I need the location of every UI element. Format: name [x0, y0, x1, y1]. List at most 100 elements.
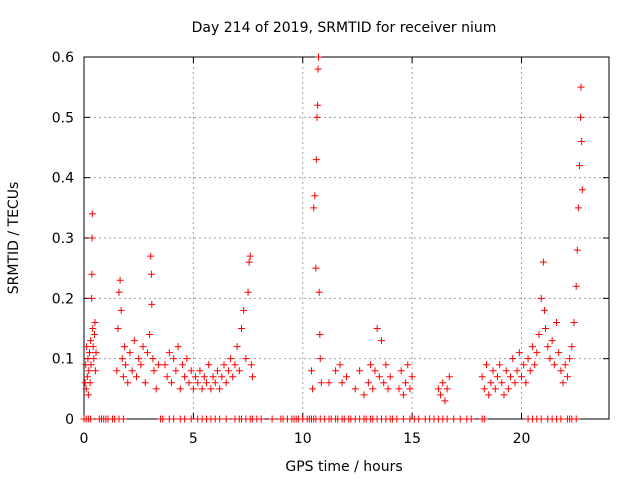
data-point — [115, 288, 123, 296]
data-point — [119, 415, 127, 423]
data-point — [550, 361, 558, 369]
data-point — [83, 373, 91, 381]
data-point — [507, 373, 515, 381]
data-point — [537, 294, 545, 302]
data-point — [575, 162, 583, 170]
y-tick-label: 0.6 — [52, 50, 74, 66]
data-point — [231, 361, 239, 369]
data-point — [574, 204, 582, 212]
data-point — [227, 355, 235, 363]
data-point — [570, 318, 578, 326]
data-point — [537, 415, 545, 423]
data-point — [317, 379, 325, 387]
data-point — [493, 373, 501, 381]
data-point — [316, 355, 324, 363]
data-point — [87, 415, 95, 423]
data-point — [360, 391, 368, 399]
data-point — [513, 367, 521, 375]
data-point — [222, 415, 230, 423]
data-point — [92, 349, 100, 357]
y-tick-label: 0.2 — [52, 291, 74, 307]
data-point — [242, 355, 250, 363]
data-point — [393, 415, 401, 423]
data-point — [316, 331, 324, 339]
data-point — [336, 361, 344, 369]
data-point — [87, 361, 95, 369]
data-point — [268, 415, 276, 423]
data-points — [80, 53, 586, 423]
data-point — [152, 385, 160, 393]
data-point — [200, 373, 208, 381]
data-point — [137, 361, 145, 369]
data-point — [310, 204, 318, 212]
data-point — [174, 343, 182, 351]
x-axis-label: GPS time / hours — [285, 459, 402, 475]
data-point — [332, 367, 340, 375]
data-point — [573, 246, 581, 254]
data-point — [247, 361, 255, 369]
data-point — [351, 385, 359, 393]
data-point — [566, 355, 574, 363]
data-point — [124, 379, 132, 387]
data-point — [88, 210, 96, 218]
data-point — [520, 361, 528, 369]
data-point — [489, 367, 497, 375]
data-point — [248, 373, 256, 381]
data-point — [183, 355, 191, 363]
data-point — [559, 379, 567, 387]
data-point — [207, 385, 215, 393]
data-point — [511, 379, 519, 387]
data-point — [135, 355, 143, 363]
data-point — [218, 373, 226, 381]
data-point — [518, 373, 525, 381]
data-point — [146, 331, 154, 339]
data-point — [87, 337, 95, 345]
data-point — [364, 379, 372, 387]
y-axis-label: SRMTID / TECUs — [6, 182, 22, 295]
data-point — [395, 385, 403, 393]
data-point — [402, 379, 410, 387]
data-point — [369, 385, 377, 393]
data-point — [168, 379, 175, 387]
data-point — [233, 343, 241, 351]
data-point — [122, 361, 130, 369]
data-point — [544, 343, 552, 351]
data-point — [441, 397, 449, 405]
data-point — [244, 288, 252, 296]
data-point — [196, 367, 204, 375]
data-point — [526, 367, 534, 375]
data-point — [542, 325, 550, 332]
data-point — [540, 306, 548, 314]
data-point — [84, 355, 92, 363]
data-point — [553, 318, 560, 326]
data-point — [485, 391, 493, 399]
data-point — [312, 264, 320, 272]
y-tick-label: 0.5 — [52, 110, 74, 126]
data-point — [311, 192, 319, 200]
data-point — [216, 415, 224, 423]
data-point — [90, 355, 98, 363]
data-point — [572, 415, 580, 423]
data-point — [480, 385, 488, 393]
data-point — [240, 306, 248, 314]
data-point — [147, 270, 155, 278]
data-point — [229, 373, 237, 381]
data-point — [434, 385, 442, 393]
data-point — [408, 373, 416, 381]
data-point — [159, 415, 167, 423]
data-point — [194, 379, 202, 387]
data-point — [491, 385, 499, 393]
data-point — [309, 385, 317, 393]
data-point — [380, 379, 388, 387]
data-point — [150, 367, 158, 375]
data-point — [176, 385, 184, 393]
data-point — [172, 367, 180, 375]
data-point — [496, 361, 504, 369]
data-point — [439, 379, 447, 387]
data-point — [85, 367, 93, 375]
data-point — [91, 318, 99, 326]
data-point — [205, 361, 213, 369]
data-point — [181, 415, 189, 423]
data-point — [314, 65, 322, 73]
